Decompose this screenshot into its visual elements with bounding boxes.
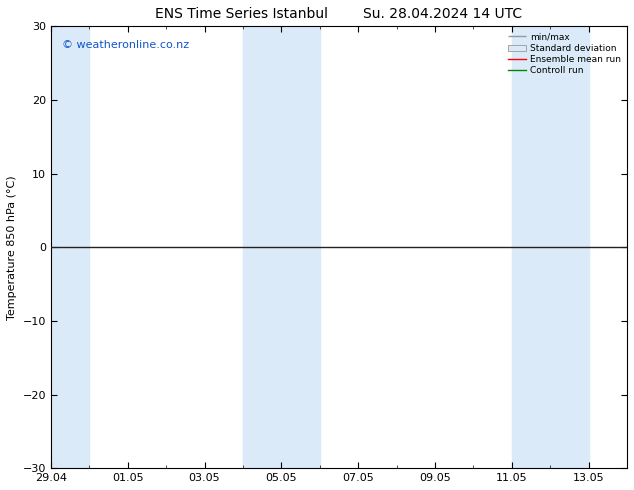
Text: © weatheronline.co.nz: © weatheronline.co.nz: [62, 40, 190, 49]
Bar: [243, 26, 281, 468]
Title: ENS Time Series Istanbul        Su. 28.04.2024 14 UTC: ENS Time Series Istanbul Su. 28.04.2024 …: [155, 7, 522, 21]
Legend: min/max, Standard deviation, Ensemble mean run, Controll run: min/max, Standard deviation, Ensemble me…: [507, 31, 623, 77]
Bar: [512, 26, 550, 468]
Bar: [51, 26, 89, 468]
Bar: [281, 26, 320, 468]
Bar: [550, 26, 588, 468]
Y-axis label: Temperature 850 hPa (°C): Temperature 850 hPa (°C): [7, 175, 17, 319]
